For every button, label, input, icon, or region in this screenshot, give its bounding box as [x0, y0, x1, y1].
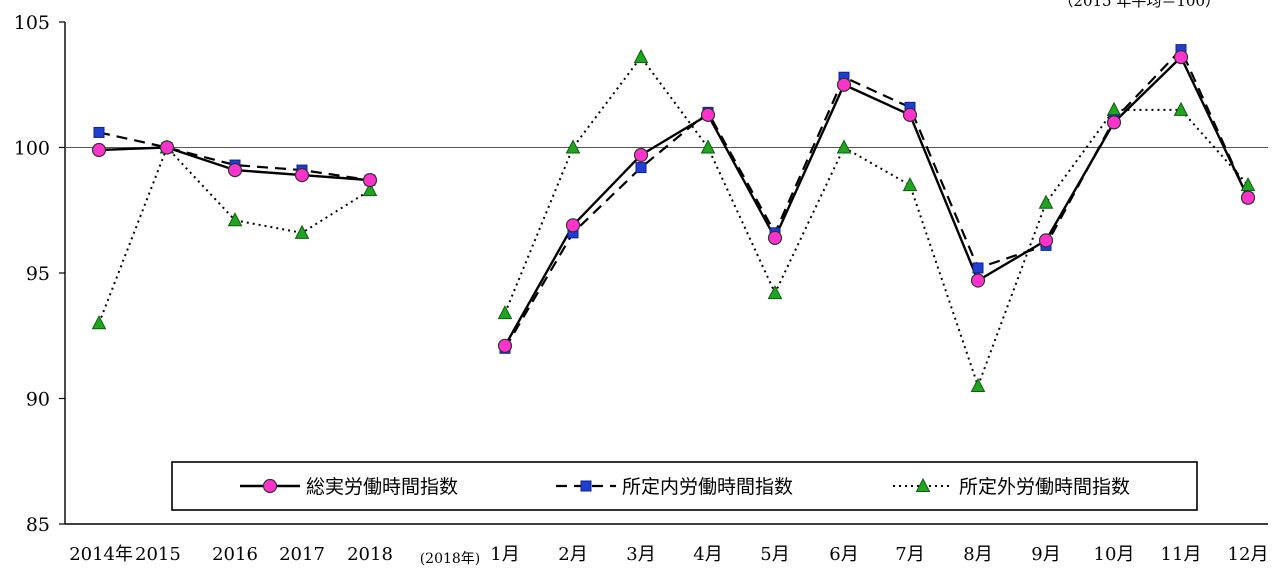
data-point-circle: [93, 144, 106, 157]
legend-label: 総実労働時間指数: [306, 476, 458, 498]
x-tick-label: 1月: [490, 544, 519, 565]
x-tick-label: 5月: [760, 544, 789, 565]
data-point-triangle: [567, 141, 580, 154]
x-axis-prefix-label: (2018年): [420, 551, 481, 567]
data-point-triangle: [1040, 196, 1053, 209]
data-point-circle: [635, 149, 648, 162]
series-line: [505, 50, 1248, 349]
y-tick-label: 95: [26, 263, 50, 285]
data-point-square: [973, 263, 983, 273]
x-tick-label: 2月: [558, 544, 587, 565]
data-point-circle: [769, 231, 782, 244]
data-point-circle: [838, 78, 851, 91]
data-point-triangle: [635, 50, 648, 63]
legend-label: 所定外労働時間指数: [959, 476, 1130, 498]
x-tick-label: 6月: [829, 544, 858, 565]
data-point-circle: [1175, 51, 1188, 64]
x-tick-label: 2016: [212, 544, 258, 565]
data-point-square: [636, 163, 646, 173]
y-tick-label: 90: [26, 389, 50, 411]
data-point-triangle: [1242, 178, 1255, 191]
x-tick-label: 8月: [963, 544, 992, 565]
data-point-triangle: [229, 213, 242, 226]
x-tick-label: 2018: [347, 544, 393, 565]
y-tick-label: 100: [14, 138, 50, 160]
data-point-circle: [161, 141, 174, 154]
legend-marker-circle: [264, 480, 277, 493]
y-tick-label: 85: [26, 514, 50, 536]
series-line: [505, 57, 1248, 346]
data-point-circle: [567, 219, 580, 232]
legend-marker-square: [581, 481, 591, 491]
x-tick-label: 2015: [135, 544, 181, 565]
data-point-triangle: [972, 379, 985, 392]
data-point-circle: [972, 274, 985, 287]
data-point-circle: [904, 108, 917, 121]
data-point-circle: [702, 108, 715, 121]
x-tick-label: 4月: [693, 544, 722, 565]
data-point-circle: [229, 164, 242, 177]
data-point-triangle: [296, 226, 309, 239]
data-point-triangle: [838, 141, 851, 154]
x-tick-label: 2014年: [69, 544, 133, 565]
x-tick-label: 12月: [1228, 544, 1269, 565]
data-point-triangle: [499, 306, 512, 319]
x-tick-label: 2017: [279, 544, 325, 565]
data-point-triangle: [769, 286, 782, 299]
y-tick-label: 105: [14, 12, 50, 34]
x-tick-label: 7月: [895, 544, 924, 565]
legend-label: 所定内労働時間指数: [622, 476, 793, 498]
data-point-circle: [499, 339, 512, 352]
data-point-circle: [1108, 116, 1121, 129]
data-point-triangle: [1108, 103, 1121, 116]
x-tick-label: 9月: [1031, 544, 1060, 565]
data-point-circle: [364, 174, 377, 187]
data-point-square: [94, 127, 104, 137]
data-point-circle: [296, 169, 309, 182]
x-tick-label: 3月: [626, 544, 655, 565]
x-tick-label: 11月: [1161, 544, 1202, 565]
data-point-circle: [1040, 234, 1053, 247]
series-line: [505, 57, 1248, 386]
data-point-circle: [1242, 191, 1255, 204]
data-point-triangle: [904, 178, 917, 191]
data-point-triangle: [93, 316, 106, 329]
base-note: （2015 年平均＝100）: [1058, 0, 1220, 10]
x-tick-label: 10月: [1094, 544, 1135, 565]
